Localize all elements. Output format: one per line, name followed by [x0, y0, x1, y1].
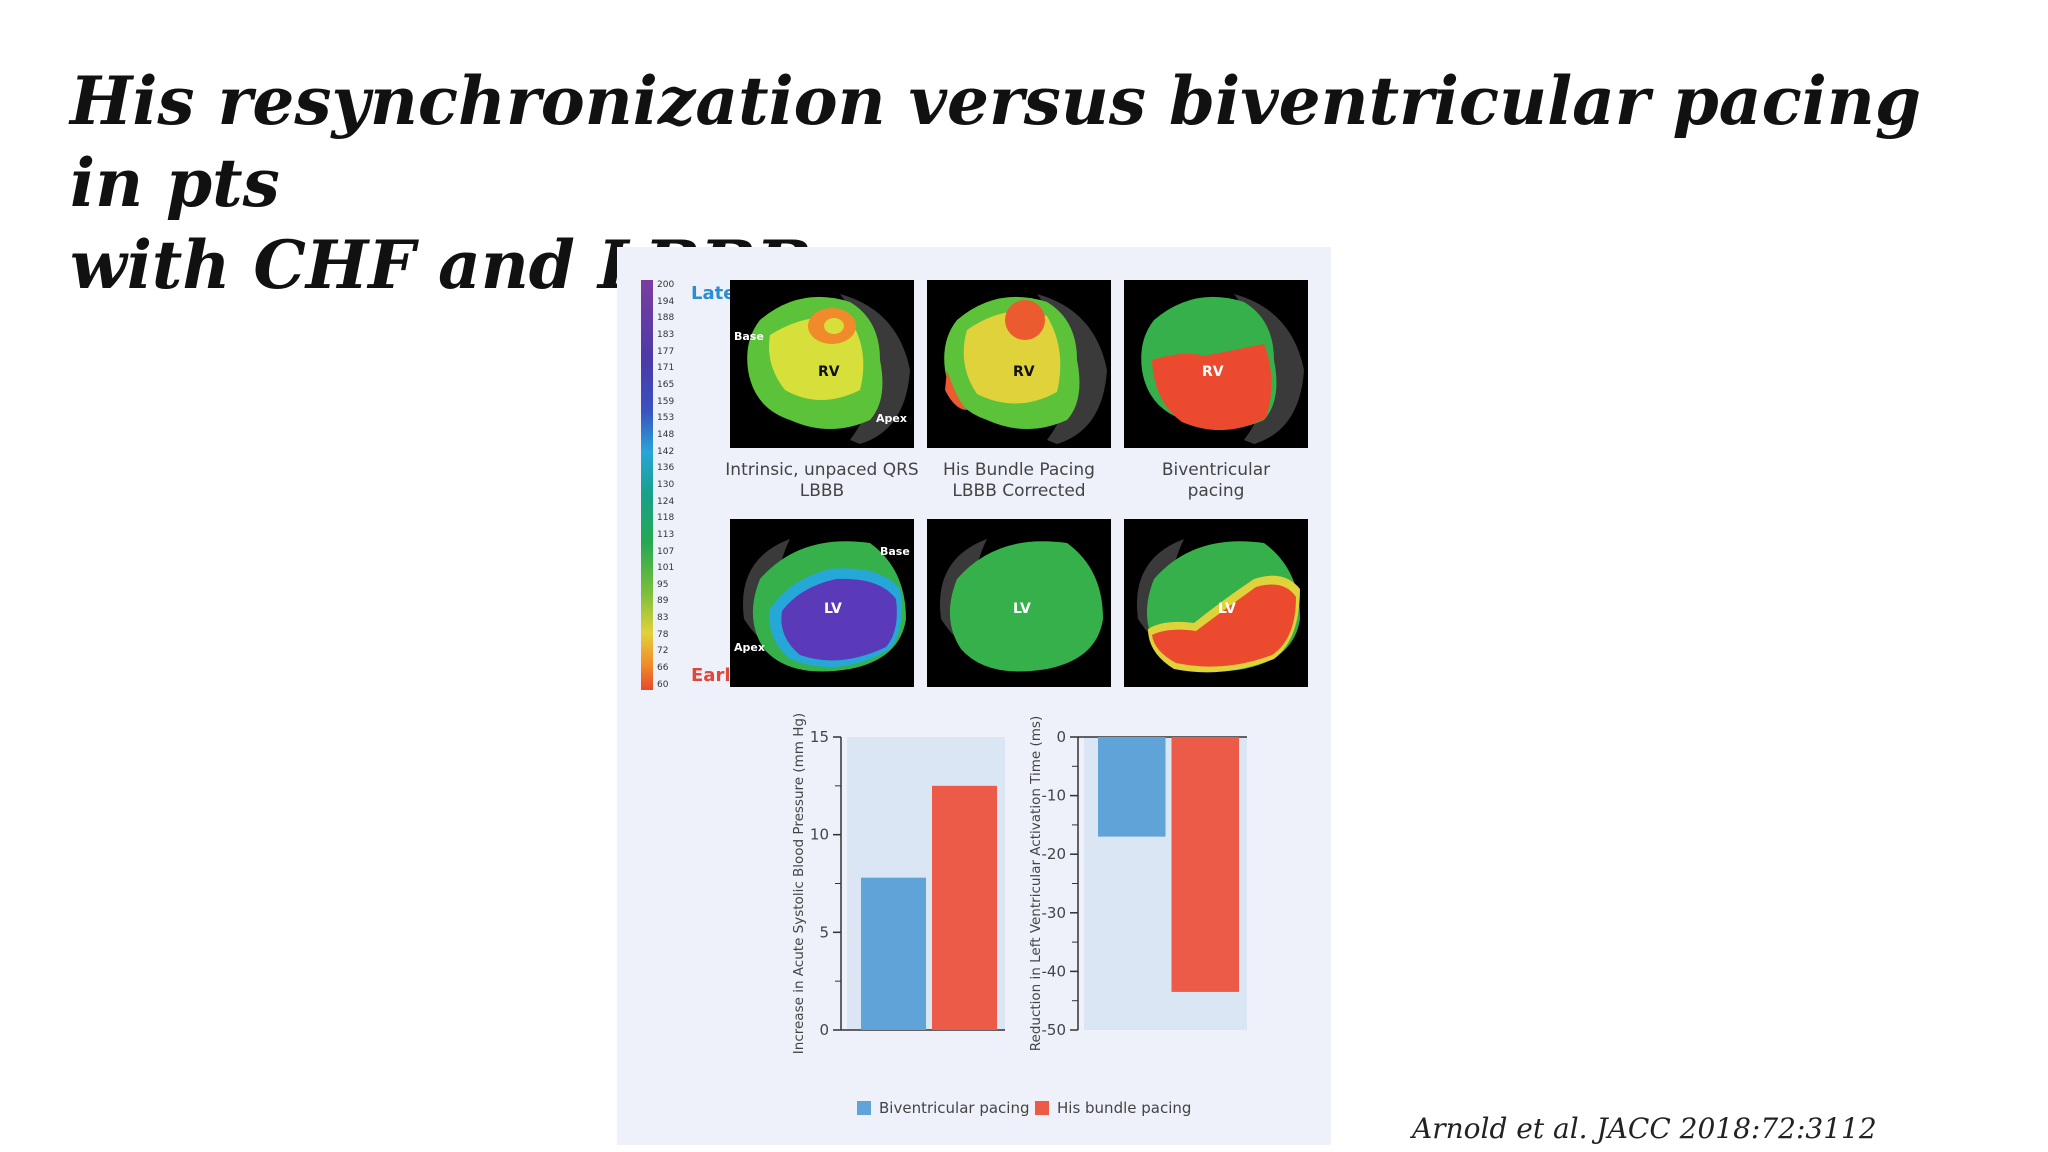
color-scale-ticks: 200 194 188 183 177 171 165 159 153 148 142 136 130 1… [657, 280, 687, 690]
color-scale-tick: 60 [657, 679, 669, 690]
y-tick-label: 0 [819, 1021, 829, 1039]
bar-biventricular [1098, 737, 1166, 837]
color-scale-tick: 78 [657, 629, 669, 640]
legend-biventricular: Biventricular pacing [857, 1099, 1030, 1117]
base-label: Base [880, 545, 910, 558]
caption-line: Biventricular [1161, 460, 1271, 480]
color-scale-tick: 188 [657, 313, 675, 324]
y-axis-label: Increase in Acute Systolic Blood Pressur… [791, 713, 807, 1054]
color-scale-tick: 136 [657, 463, 675, 474]
map-his-rv: RV [927, 280, 1111, 448]
color-scale-tick: 183 [657, 329, 675, 340]
rv-label: RV [818, 364, 840, 380]
caption-line: pacing [1187, 481, 1245, 501]
color-scale-tick: 89 [657, 596, 669, 607]
y-tick-label: 5 [819, 923, 829, 941]
figure-panel: 200 194 188 183 177 171 165 159 153 148 142 136 130 1… [617, 247, 1331, 1145]
map-biv-rv: RV [1124, 280, 1308, 448]
color-scale-tick: 171 [657, 363, 675, 374]
legend-his: His bundle pacing [1035, 1099, 1191, 1117]
y-tick-label: 10 [810, 826, 829, 844]
color-scale-tick: 142 [657, 446, 675, 457]
rv-label: RV [1013, 364, 1035, 380]
caption-his: His Bundle Pacing LBBB Corrected [919, 460, 1119, 502]
color-scale-tick: 165 [657, 379, 675, 390]
y-tick-label: -30 [1042, 904, 1067, 922]
legend-label: Biventricular pacing [879, 1099, 1030, 1117]
color-scale-tick: 200 [657, 280, 675, 290]
color-scale-tick: 159 [657, 396, 675, 407]
color-scale-tick: 83 [657, 613, 669, 624]
y-tick-label: -10 [1042, 787, 1067, 805]
caption-line: His Bundle Pacing [943, 460, 1095, 480]
legend-swatch-his [1035, 1101, 1049, 1115]
color-scale-tick: 101 [657, 563, 675, 574]
y-tick-label: -20 [1042, 845, 1067, 863]
early-label: Early [691, 665, 743, 686]
y-tick-label: 15 [810, 728, 829, 746]
y-tick-label: -50 [1042, 1021, 1067, 1039]
y-tick-label: 0 [1056, 728, 1066, 746]
citation: Arnold et al. JACC 2018:72:3112 [1412, 1112, 1877, 1145]
legend-label: His bundle pacing [1057, 1099, 1192, 1117]
color-scale-tick: 72 [657, 646, 669, 657]
caption-line: Intrinsic, unpaced QRS [725, 460, 919, 480]
color-scale-tick: 118 [657, 513, 675, 524]
apex-label: Apex [734, 641, 765, 654]
color-scale-tick: 66 [657, 663, 669, 674]
activation-color-scale [641, 280, 653, 690]
color-scale-tick: 107 [657, 546, 675, 557]
map-biv-lv: LV [1124, 519, 1308, 687]
rv-label: RV [1202, 364, 1224, 380]
bar-his [1171, 737, 1239, 992]
lv-label: LV [1218, 601, 1236, 617]
late-label: Late [691, 283, 736, 304]
map-intrinsic-rv: Base RV Apex [730, 280, 914, 448]
color-scale-tick: 177 [657, 346, 675, 357]
caption-line: LBBB [799, 481, 845, 501]
bar-his [932, 785, 997, 1030]
lv-label: LV [824, 601, 842, 617]
color-scale-tick: 124 [657, 496, 675, 507]
bar-biventricular [861, 877, 926, 1030]
caption-line: LBBB Corrected [952, 481, 1086, 501]
map-intrinsic-lv: Base LV Apex [730, 519, 914, 687]
lv-label: LV [1013, 601, 1031, 617]
color-scale-tick: 153 [657, 413, 675, 424]
color-scale-tick: 95 [657, 579, 669, 590]
color-scale-tick: 194 [657, 296, 675, 307]
color-scale-tick: 148 [657, 429, 675, 440]
y-axis-label: Reduction in Left Ventricular Activation… [1028, 716, 1044, 1051]
legend-swatch-biventricular [857, 1101, 871, 1115]
color-scale-tick: 130 [657, 479, 675, 490]
slide-title-line-1: His resynchronization versus biventricul… [70, 62, 1921, 222]
apex-label: Apex [876, 412, 907, 425]
base-label: Base [734, 330, 764, 343]
y-tick-label: -40 [1042, 962, 1067, 980]
caption-biv: Biventricular pacing [1116, 460, 1316, 502]
color-scale-tick: 113 [657, 529, 675, 540]
caption-intrinsic: Intrinsic, unpaced QRS LBBB [722, 460, 922, 502]
map-his-lv: LV [927, 519, 1111, 687]
